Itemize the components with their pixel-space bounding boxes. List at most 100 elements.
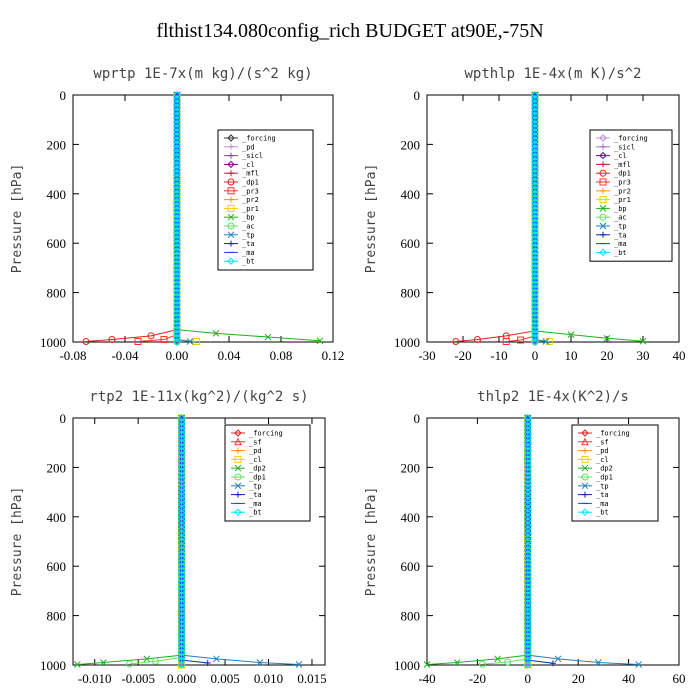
data-point [531, 206, 539, 214]
legend: _forcing_sf_pd_cl_dp2_dp1_tp_ta_ma_bt [224, 424, 311, 522]
series-dp1 [125, 414, 186, 668]
data-point [524, 546, 532, 554]
data-point [524, 525, 532, 533]
data-point [177, 661, 186, 669]
data-point [173, 165, 181, 173]
legend-label: _sf [596, 438, 609, 446]
data-point [531, 111, 539, 120]
data-point [531, 268, 539, 276]
data-point [531, 330, 539, 338]
data-point [173, 173, 181, 182]
legend-label: _cl [242, 161, 255, 169]
legend: _forcing_sicl_cl_mfl_dp1_pr3_pr2_pr1_bp_… [589, 129, 673, 262]
legend-label: _forcing [614, 135, 648, 143]
data-point [160, 336, 168, 344]
legend-label: _bt [614, 249, 627, 257]
data-point [531, 153, 539, 161]
data-point [524, 607, 532, 616]
legend-label: _pr2 [242, 196, 259, 204]
y-tick-label: 0 [414, 411, 421, 426]
data-point [603, 334, 611, 342]
data-point [542, 338, 550, 345]
data-point [453, 659, 461, 666]
panel-2: wpthlp 1E-4x(m K)/s^2 Pressure [hPa] -30 -2… [364, 66, 686, 363]
data-point [531, 280, 539, 289]
legend-label: _tp [614, 223, 627, 231]
data-point [177, 467, 186, 476]
data-point [531, 120, 539, 128]
legend-entry: _pr3 [224, 187, 259, 195]
legend-label: _cl [614, 152, 627, 160]
legend-label: _forcing [249, 430, 283, 438]
data-point [531, 185, 539, 194]
data-point [177, 583, 186, 591]
legend-label: _ac [614, 214, 627, 222]
data-point [177, 422, 186, 430]
data-point [524, 624, 532, 632]
legend-label: _forcing [596, 430, 630, 438]
data-point [100, 659, 107, 666]
legend: _forcing_sf_pd_cl_dp2_dp1_tp_ta_ma_bt [571, 424, 659, 522]
legend-label: _pr3 [614, 179, 631, 187]
data-point [173, 140, 181, 149]
data-point [173, 206, 181, 214]
legend-entry: _bt [224, 257, 255, 266]
data-point [177, 591, 186, 599]
data-point [173, 132, 181, 140]
data-point [524, 467, 532, 476]
legend-entry: _bt [578, 508, 609, 517]
data-point [531, 181, 539, 190]
legend-marker [581, 464, 589, 472]
data-point [173, 144, 181, 153]
x-tick-label: 40 [622, 671, 635, 686]
data-point [531, 305, 539, 313]
data-point [177, 471, 186, 480]
legend-entry: _forcing [596, 134, 648, 143]
y-tick-label: 1000 [394, 658, 420, 673]
x-tick-label: 60 [673, 671, 686, 686]
y-axis-label: Pressure [hPa] [364, 487, 379, 597]
data-point [531, 243, 539, 252]
legend-label: _tp [249, 482, 262, 490]
x-tick-label: -0.005 [121, 671, 155, 686]
series-line [426, 418, 529, 666]
legend-label: _ma [596, 500, 609, 508]
page-title: flthist134.080config_rich BUDGET at90E,-… [156, 20, 544, 42]
data-point [504, 658, 512, 666]
data-point [173, 297, 181, 305]
legend-label: _ta [596, 491, 609, 499]
legend-entry: _pr2 [596, 187, 631, 195]
legend-entry: _tp [231, 482, 262, 490]
data-point [177, 521, 186, 529]
data-point [531, 227, 539, 235]
legend-box [589, 129, 673, 262]
data-point [177, 533, 186, 542]
data-point [531, 309, 539, 317]
legend-label: _ma [249, 500, 262, 508]
legend-entry: _cl [596, 151, 627, 160]
data-point [173, 243, 181, 252]
data-point [173, 95, 181, 103]
data-point [531, 264, 539, 272]
legend-label: _ta [249, 491, 262, 499]
y-tick-label: 800 [401, 286, 421, 301]
legend-marker [600, 143, 606, 150]
legend-label: _dp1 [242, 179, 259, 187]
legend-entry: _cl [231, 455, 262, 464]
legend-label: _sicl [614, 143, 635, 151]
data-point [173, 309, 181, 317]
data-point [531, 251, 539, 260]
data-point [524, 438, 532, 447]
data-point [531, 214, 539, 223]
data-point [524, 455, 532, 463]
series-line [527, 418, 554, 664]
data-point [177, 640, 186, 649]
data-point [173, 227, 181, 235]
data-point [531, 231, 539, 239]
y-tick-label: 0 [60, 88, 67, 103]
data-point [531, 190, 539, 198]
data-point [177, 508, 186, 517]
series-line [181, 418, 208, 664]
legend-label: _pd [242, 143, 255, 151]
